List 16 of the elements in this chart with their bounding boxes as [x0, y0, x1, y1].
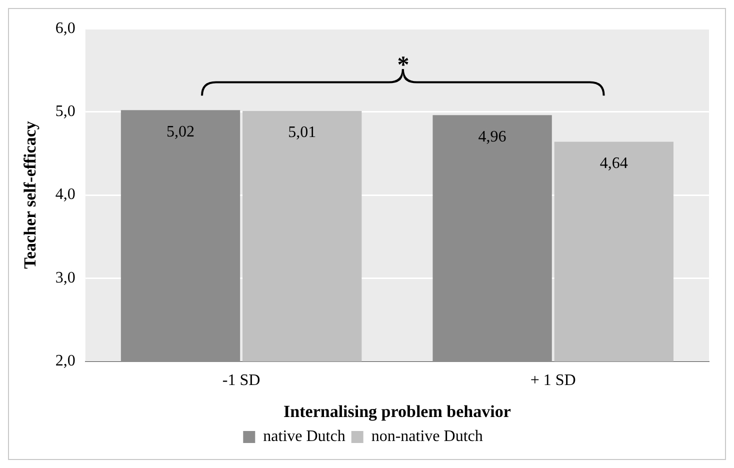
data-label: 5,02 [166, 123, 194, 140]
x-axis-title: Internalising problem behavior [284, 402, 512, 422]
x-tick-label: + 1 SD [530, 372, 576, 390]
legend-label: native Dutch [263, 428, 346, 446]
y-tick-label: 5,0 [55, 103, 76, 120]
y-tick-label: 6,0 [55, 20, 76, 37]
data-label: 5,01 [288, 124, 316, 142]
y-tick-label: 2,0 [55, 352, 76, 370]
annotation: * [397, 52, 410, 79]
data-label: 4,64 [600, 154, 628, 172]
y-tick-label: 3,0 [55, 269, 76, 286]
x-tick-label: -1 SD [222, 372, 260, 390]
legend-label: non-native Dutch [371, 428, 483, 446]
y-tick-label: 4,0 [55, 186, 76, 204]
data-label: 4,96 [478, 128, 506, 146]
y-axis-title: Teacher self-efficacy [20, 120, 40, 269]
